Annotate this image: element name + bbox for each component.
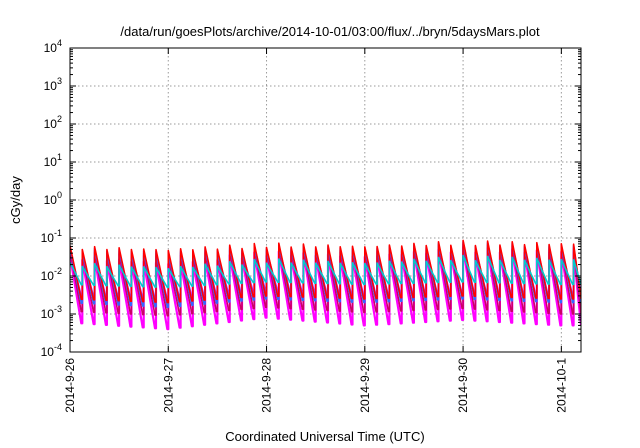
y-tick-label: 10-2 xyxy=(41,266,62,283)
y-axis-label: cGy/day xyxy=(8,176,23,224)
x-tick-label: 2014-9-26 xyxy=(63,358,77,413)
y-tick-labels: 10-4 10-3 10-2 10-1 100 101 102 103 104 xyxy=(41,38,62,359)
x-tick-label: 2014-9-29 xyxy=(358,358,372,413)
series-line xyxy=(70,254,581,289)
x-tick-label: 2014-10-1 xyxy=(554,358,568,413)
series-layer xyxy=(70,239,581,331)
ticks xyxy=(69,47,581,353)
x-tick-labels: 2014-9-26 2014-9-27 2014-9-28 2014-9-29 2014… xyxy=(63,358,568,413)
x-tick-label: 2014-9-28 xyxy=(260,358,274,413)
y-tick-label: 10-1 xyxy=(41,228,62,245)
y-tick-label: 102 xyxy=(44,114,62,131)
y-tick-label: 100 xyxy=(44,190,62,207)
x-tick-label: 2014-9-27 xyxy=(161,358,175,413)
y-tick-label: 104 xyxy=(44,38,62,55)
x-axis-label: Coordinated Universal Time (UTC) xyxy=(225,429,424,444)
y-tick-label: 10-3 xyxy=(41,304,62,321)
y-tick-label: 103 xyxy=(44,76,62,93)
y-tick-label: 10-4 xyxy=(41,342,62,359)
y-tick-label: 101 xyxy=(44,152,62,169)
chart-title: /data/run/goesPlots/archive/2014-10-01/0… xyxy=(120,24,540,39)
x-tick-label: 2014-9-30 xyxy=(456,358,470,413)
